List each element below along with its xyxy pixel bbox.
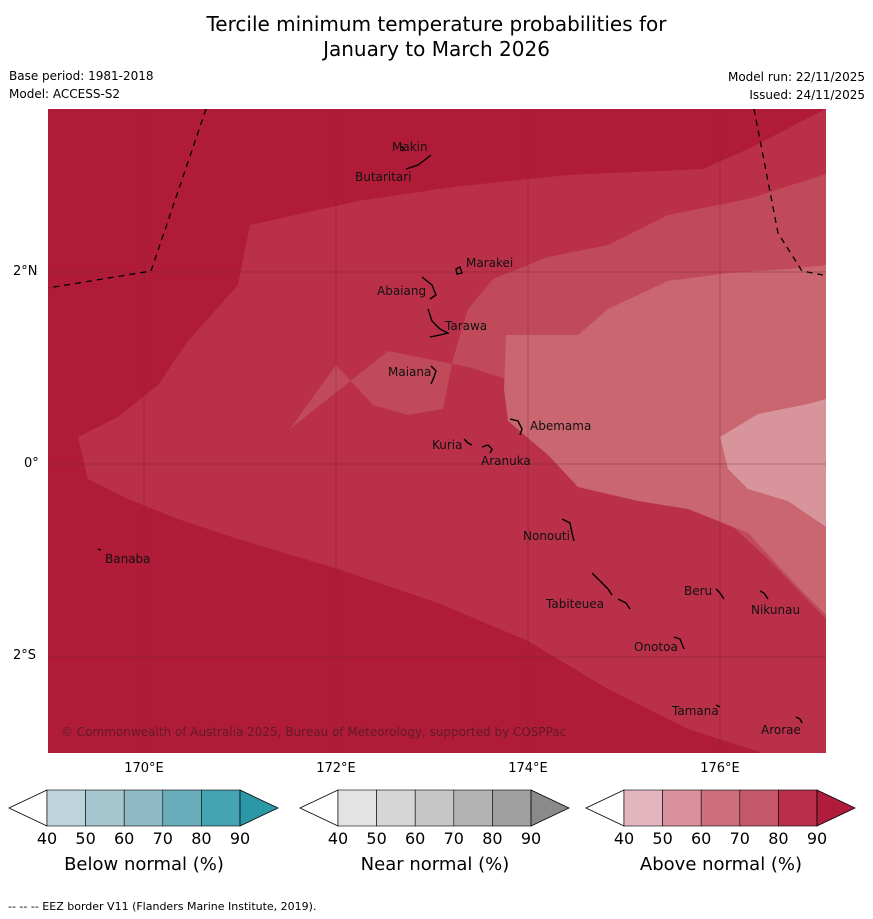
island-label-nonouti: Nonouti (523, 529, 570, 543)
lat-label-0: 0° (24, 456, 39, 471)
island-label-banaba: Banaba (105, 552, 151, 566)
colorbar-near-segment (453, 789, 493, 827)
colorbar-near-segment (376, 789, 416, 827)
copyright-text: © Commonwealth of Australia 2025, Bureau… (61, 725, 566, 739)
colorbar-below-segment (46, 789, 86, 827)
colorbar-label-above: Above normal (%) (639, 854, 803, 875)
colorbar-below-segment (123, 789, 164, 827)
colorbar-below-tick: 90 (229, 829, 251, 848)
colorbar-above-segment (778, 789, 818, 827)
issued-date: Issued: 24/11/2025 (749, 88, 865, 102)
colorbar-near-segment (337, 789, 377, 827)
base-period: Base period: 1981-2018 (9, 69, 154, 83)
island-label-beru: Beru (684, 584, 712, 598)
lon-label-174e: 174°E (508, 761, 548, 776)
colorbar-above-segment (700, 789, 741, 827)
colorbar-near-segment (414, 789, 455, 827)
colorbar-below-tick: 50 (75, 829, 96, 848)
colorbar-above-tick: 50 (652, 829, 673, 848)
probability-map: Makin Butaritari Marakei Abaiang Tarawa … (48, 109, 826, 753)
colorbar-label-below: Below normal (%) (64, 854, 224, 875)
island-label-aranuka: Aranuka (481, 454, 531, 468)
colorbar-near-tick: 40 (327, 829, 349, 848)
region-50 (720, 399, 826, 527)
colorbar-above-tick: 80 (768, 829, 789, 848)
meta-left: Base period: 1981-2018 Model: ACCESS-S2 (9, 69, 154, 105)
colorbar-below-max-arrow (239, 789, 279, 827)
colorbar-above-tick: 60 (691, 829, 712, 848)
colorbar-below-tick: 70 (152, 829, 173, 848)
island-label-abemama: Abemama (530, 419, 591, 433)
eez-border (48, 109, 824, 289)
colorbar-below-segment (85, 789, 125, 827)
graticule (48, 109, 826, 753)
colorbar-below-tick: 80 (191, 829, 212, 848)
island-label-butaritari: Butaritari (355, 170, 412, 184)
lon-label-176e: 176°E (700, 761, 740, 776)
colorbar-below-min-arrow (8, 789, 48, 827)
island-label-tarawa: Tarawa (444, 319, 487, 333)
colorbar-near-tick: 50 (366, 829, 387, 848)
colorbar-below-segment (162, 789, 202, 827)
meta-right: Model run: 22/11/2025 Issued: 24/11/2025 (728, 70, 865, 106)
colorbar-near-max-arrow (530, 789, 570, 827)
colorbars (8, 789, 856, 827)
colorbar-label-near: Near normal (%) (360, 854, 510, 875)
island-label-maiana: Maiana (388, 365, 431, 379)
island-label-tabiteuea: Tabiteuea (545, 597, 604, 611)
region-60 (504, 265, 826, 615)
colorbar-near-tick: 60 (405, 829, 426, 848)
island-label-kuria: Kuria (432, 438, 463, 452)
colorbar-above-segment (623, 789, 663, 827)
colorbar-near-min-arrow (299, 789, 339, 827)
island-label-arorae: Arorae (761, 723, 801, 737)
colorbar-above-tick: 40 (613, 829, 635, 848)
colorbar-above-segment (739, 789, 779, 827)
island-label-onotoa: Onotoa (634, 640, 678, 654)
lat-label-2n: 2°N (13, 264, 38, 279)
island-label-tamana: Tamana (671, 704, 719, 718)
colorbar-below-segment (201, 789, 241, 827)
colorbar-near-tick: 90 (520, 829, 542, 848)
colorbar-near-tick: 80 (482, 829, 503, 848)
island-label-makin: Makin (392, 140, 428, 154)
colorbar-above-tick: 70 (729, 829, 750, 848)
colorbar-above-tick: 90 (806, 829, 828, 848)
title-line-2: January to March 2026 (323, 37, 550, 61)
colorbar-below-tick: 40 (36, 829, 58, 848)
island-label-abaiang: Abaiang (377, 284, 426, 298)
model-name: Model: ACCESS-S2 (9, 87, 121, 101)
model-run: Model run: 22/11/2025 (727, 70, 865, 84)
lon-label-170e: 170°E (124, 761, 164, 776)
colorbar-near-segment (492, 789, 532, 827)
colorbar-near-tick: 70 (443, 829, 464, 848)
colorbar-below-tick: 60 (114, 829, 135, 848)
island-label-marakei: Marakei (466, 256, 513, 270)
map-title: Tercile minimum temperature probabilitie… (0, 12, 873, 62)
island-outlines (97, 144, 803, 724)
colorbar-above-min-arrow (585, 789, 625, 827)
title-line-1: Tercile minimum temperature probabilitie… (206, 12, 667, 36)
eez-footnote: -- -- -- EEZ border V11 (Flanders Marine… (8, 900, 317, 913)
island-label-nikunau: Nikunau (751, 603, 800, 617)
lon-label-172e: 172°E (316, 761, 356, 776)
colorbar-above-segment (662, 789, 702, 827)
lat-label-2s: 2°S (13, 648, 37, 663)
colorbar-above-max-arrow (816, 789, 856, 827)
